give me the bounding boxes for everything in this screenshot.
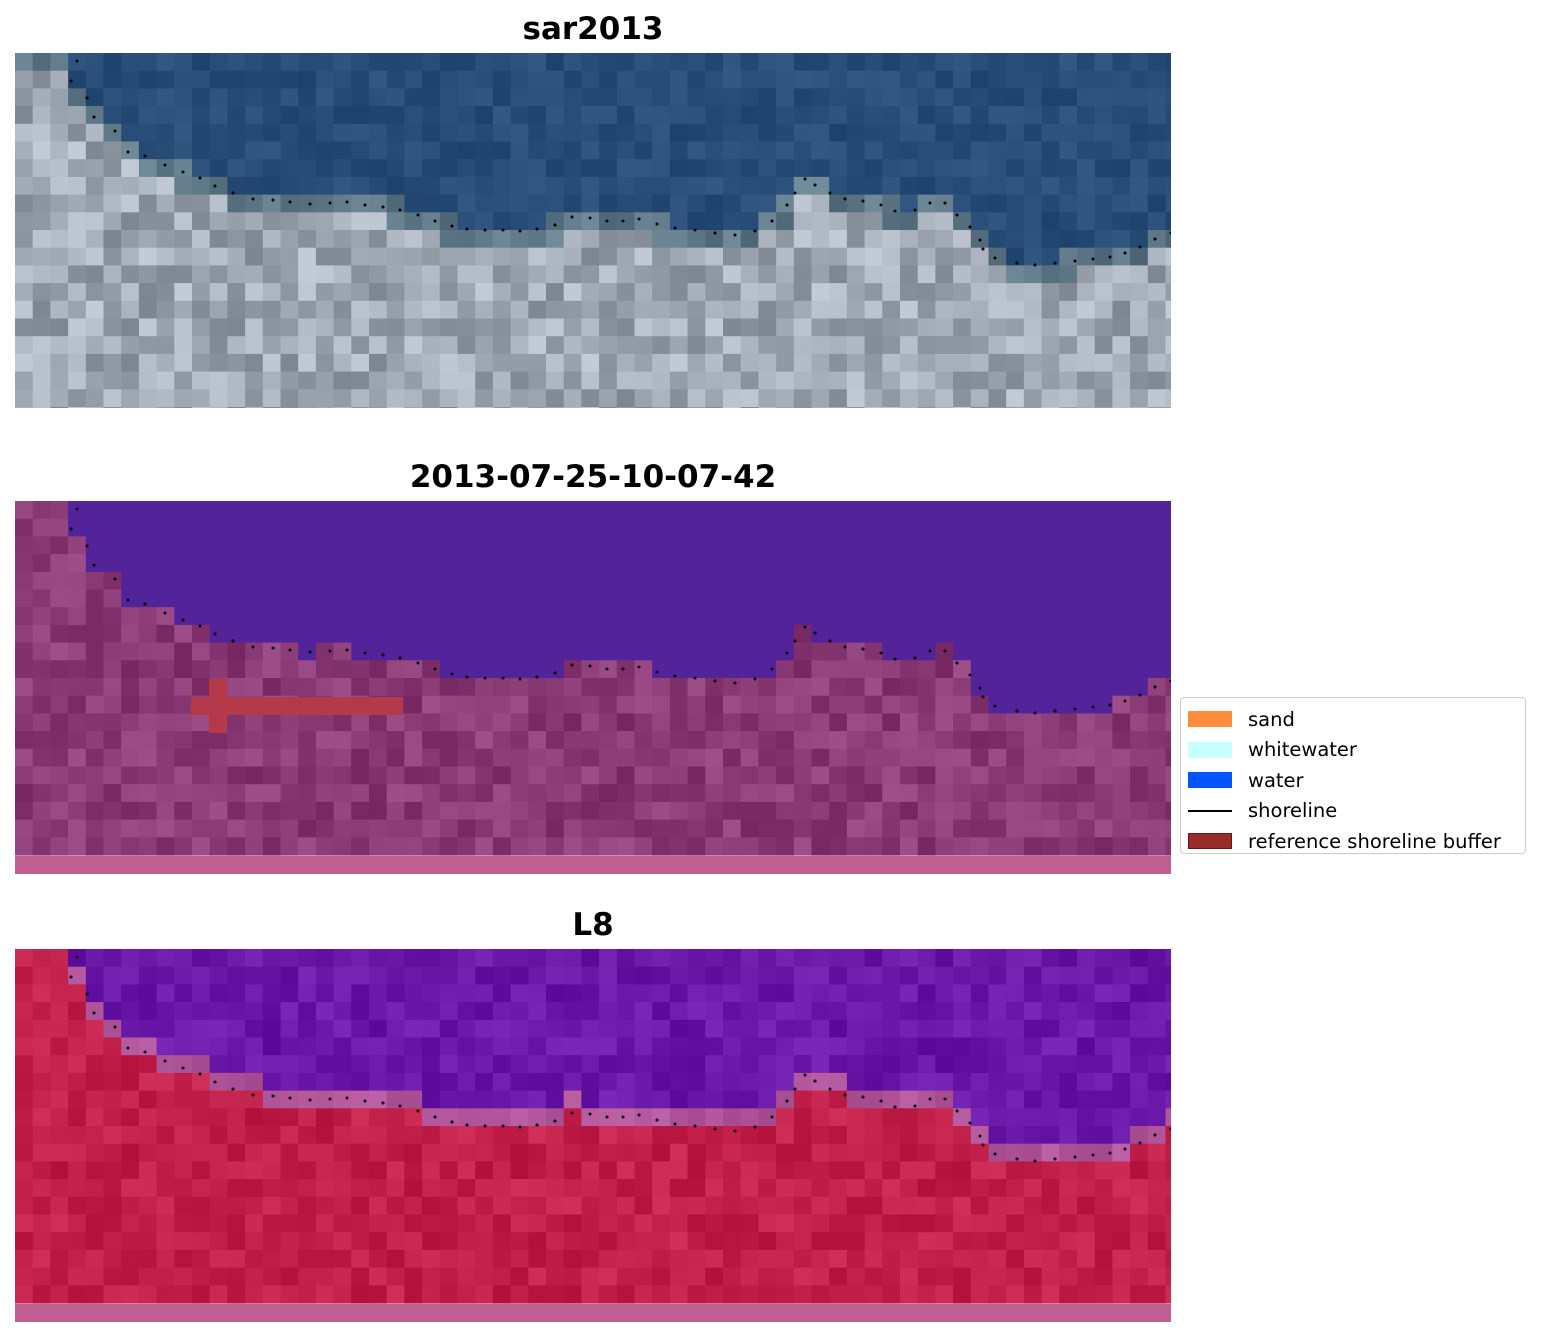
image-classified: [15, 501, 1171, 874]
legend: sand whitewater water shoreline referenc…: [1180, 697, 1526, 854]
legend-label-reference-buffer: reference shoreline buffer: [1248, 829, 1501, 853]
whitewater-swatch-icon: [1188, 741, 1232, 758]
panel-title-2: 2013-07-25-10-07-42: [409, 459, 777, 495]
legend-label-sand: sand: [1248, 707, 1295, 731]
index-shoreline: [69, 955, 1171, 1163]
rgb-pixels: [15, 53, 1171, 408]
legend-item-whitewater: whitewater: [1181, 735, 1525, 766]
sand-swatch-icon: [1188, 711, 1232, 728]
classified-pixels: [15, 501, 1171, 856]
legend-item-reference-buffer: reference shoreline buffer: [1181, 826, 1525, 857]
legend-label-shoreline: shoreline: [1248, 799, 1338, 823]
legend-label-water: water: [1248, 768, 1304, 792]
classified-reference-buffer: [191, 679, 403, 733]
image-panel-classified: [15, 501, 1171, 874]
rgb-shoreline: [69, 59, 1171, 267]
classified-shoreline: [69, 507, 1171, 715]
index-nodata-strip: [15, 1304, 1171, 1322]
image-panel-rgb: [15, 53, 1171, 408]
image-rgb: [15, 53, 1171, 408]
water-swatch-icon: [1188, 772, 1232, 789]
panel-title-3: L8: [572, 907, 614, 943]
index-pixels: [15, 949, 1171, 1304]
buffer-swatch-icon: [1188, 833, 1232, 850]
image-panel-index: [15, 949, 1171, 1322]
legend-item-sand: sand: [1181, 704, 1525, 735]
image-index: [15, 949, 1171, 1322]
classified-nodata-strip: [15, 856, 1171, 874]
legend-label-whitewater: whitewater: [1248, 738, 1357, 762]
shoreline-line-icon: [1188, 809, 1232, 812]
panel-title-1: sar2013: [522, 11, 664, 47]
legend-item-water: water: [1181, 765, 1525, 796]
legend-item-shoreline: shoreline: [1181, 796, 1525, 827]
